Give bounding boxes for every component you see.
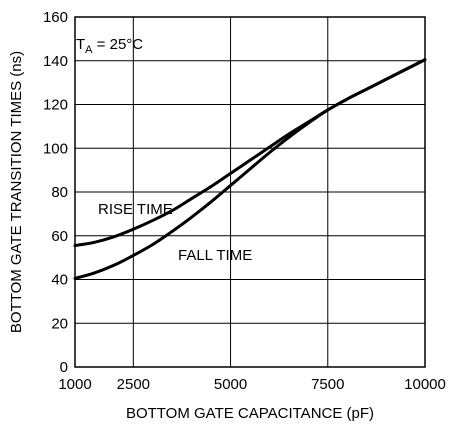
y-tick-label: 40 <box>51 272 68 289</box>
series-label-fall-time: FALL TIME <box>178 247 252 264</box>
x-tick-label: 1000 <box>58 376 91 393</box>
y-tick-label: 80 <box>51 184 68 201</box>
y-tick-label: 100 <box>43 140 68 157</box>
x-tick-labels: 1000 2500 5000 7500 10000 <box>58 376 446 393</box>
y-axis-title: BOTTOM GATE TRANSITION TIMES (ns) <box>8 51 25 333</box>
x-tick-label: 2500 <box>117 376 150 393</box>
condition-suffix: = 25°C <box>93 36 144 53</box>
temperature-condition-label: TA = 25°C <box>76 36 143 56</box>
y-tick-label: 160 <box>43 9 68 26</box>
y-tick-label: 120 <box>43 97 68 114</box>
series-lines <box>73 58 427 280</box>
fall-time-line <box>73 58 427 280</box>
y-tick-label: 60 <box>51 228 68 245</box>
series-label-rise-time: RISE TIME <box>98 201 173 218</box>
y-tick-labels: 0 20 40 60 80 100 120 140 160 <box>43 9 68 376</box>
condition-subscript: A <box>85 44 93 56</box>
x-tick-label: 10000 <box>404 376 446 393</box>
plot-frame <box>74 16 426 368</box>
x-tick-label: 7500 <box>311 376 344 393</box>
y-tick-label: 140 <box>43 53 68 70</box>
y-tick-label: 0 <box>60 359 68 376</box>
grid-lines <box>75 17 425 367</box>
y-tick-label: 20 <box>51 315 68 332</box>
x-tick-label: 5000 <box>214 376 247 393</box>
x-axis-title: BOTTOM GATE CAPACITANCE (pF) <box>126 405 374 422</box>
condition-prefix: T <box>76 36 85 53</box>
